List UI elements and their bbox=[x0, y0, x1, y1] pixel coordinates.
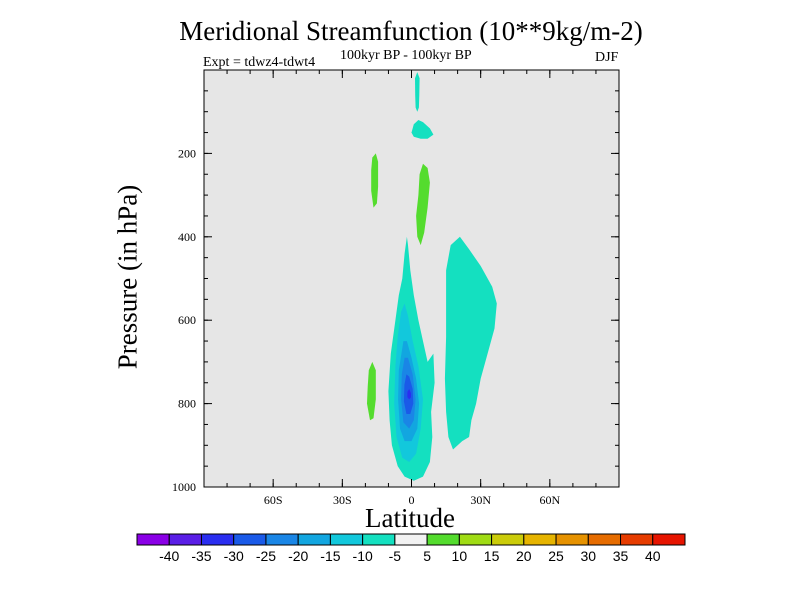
contour-region-hadley-35 bbox=[407, 389, 411, 400]
colorbar-label: 30 bbox=[581, 548, 597, 564]
y-axis-ticks: 200 400 600 800 1000 bbox=[172, 146, 619, 494]
experiment-label: Expt = tdwz4-tdwt4 bbox=[203, 55, 316, 70]
x-axis-label: Latitude bbox=[365, 503, 455, 533]
colorbar-swatch bbox=[652, 533, 686, 546]
colorbar-swatch bbox=[362, 533, 396, 546]
colorbar: -40 -35 -30 -25 -20 -15 -10 -5 5 10 15 20 25 30 35 40 bbox=[136, 533, 686, 564]
contour-region-strat-plume bbox=[415, 72, 420, 112]
x-tick-label: 30N bbox=[470, 493, 491, 507]
colorbar-swatch bbox=[620, 533, 654, 546]
colorbar-swatch bbox=[555, 533, 589, 546]
colorbar-label: 35 bbox=[613, 548, 629, 564]
contour-region-sh-upper-cell bbox=[371, 153, 379, 208]
y-tick-label: 600 bbox=[178, 313, 196, 327]
contour-region-upper-blob bbox=[411, 120, 434, 139]
y-tick-label: 800 bbox=[178, 397, 196, 411]
contour-region-eq-upper-cell bbox=[416, 163, 430, 246]
colorbar-label: -15 bbox=[320, 548, 340, 564]
season-label: DJF bbox=[595, 50, 619, 65]
colorbar-swatch bbox=[523, 533, 557, 546]
colorbar-label: -40 bbox=[159, 548, 179, 564]
colorbar-label: -10 bbox=[353, 548, 373, 564]
colorbar-swatch bbox=[587, 533, 622, 546]
contour-region-nh-cell bbox=[444, 236, 497, 450]
colorbar-swatch bbox=[394, 533, 428, 546]
x-tick-label: 60N bbox=[539, 493, 560, 507]
colorbar-label: 5 bbox=[423, 548, 431, 564]
y-tick-label: 1000 bbox=[172, 480, 196, 494]
colorbar-label: -5 bbox=[389, 548, 402, 564]
contour-region-sh-lower-cell bbox=[367, 361, 376, 421]
colorbar-swatch bbox=[200, 533, 235, 546]
y-tick-label: 400 bbox=[178, 230, 196, 244]
colorbar-swatch bbox=[491, 533, 525, 546]
colorbar-label: -30 bbox=[224, 548, 244, 564]
colorbar-label: 15 bbox=[484, 548, 500, 564]
colorbar-swatch bbox=[265, 533, 299, 546]
colorbar-swatch bbox=[297, 533, 331, 546]
colorbar-swatch bbox=[458, 533, 493, 546]
x-tick-label: 60S bbox=[264, 493, 283, 507]
colorbar-swatch bbox=[168, 533, 202, 546]
colorbar-swatch bbox=[136, 533, 170, 546]
y-tick-label: 200 bbox=[178, 146, 196, 160]
colorbar-swatch bbox=[233, 533, 267, 546]
colorbar-label: -25 bbox=[256, 548, 276, 564]
colorbar-label: 10 bbox=[452, 548, 468, 564]
chart-title: Meridional Streamfunction (10**9kg/m-2) bbox=[179, 16, 643, 46]
x-tick-label: 30S bbox=[333, 493, 352, 507]
colorbar-label: 25 bbox=[548, 548, 564, 564]
x-axis-ticks: 60S 30S 0 30N 60N bbox=[264, 70, 560, 507]
colorbar-swatch bbox=[329, 533, 364, 546]
colorbar-label: -35 bbox=[191, 548, 211, 564]
chart-subtitle: 100kyr BP - 100kyr BP bbox=[340, 48, 472, 63]
colorbar-swatch bbox=[426, 533, 460, 546]
x-tick-label: 0 bbox=[409, 493, 415, 507]
colorbar-label: 40 bbox=[645, 548, 661, 564]
colorbar-label: 20 bbox=[516, 548, 532, 564]
contour-regions bbox=[367, 72, 497, 481]
colorbar-label: -20 bbox=[288, 548, 308, 564]
